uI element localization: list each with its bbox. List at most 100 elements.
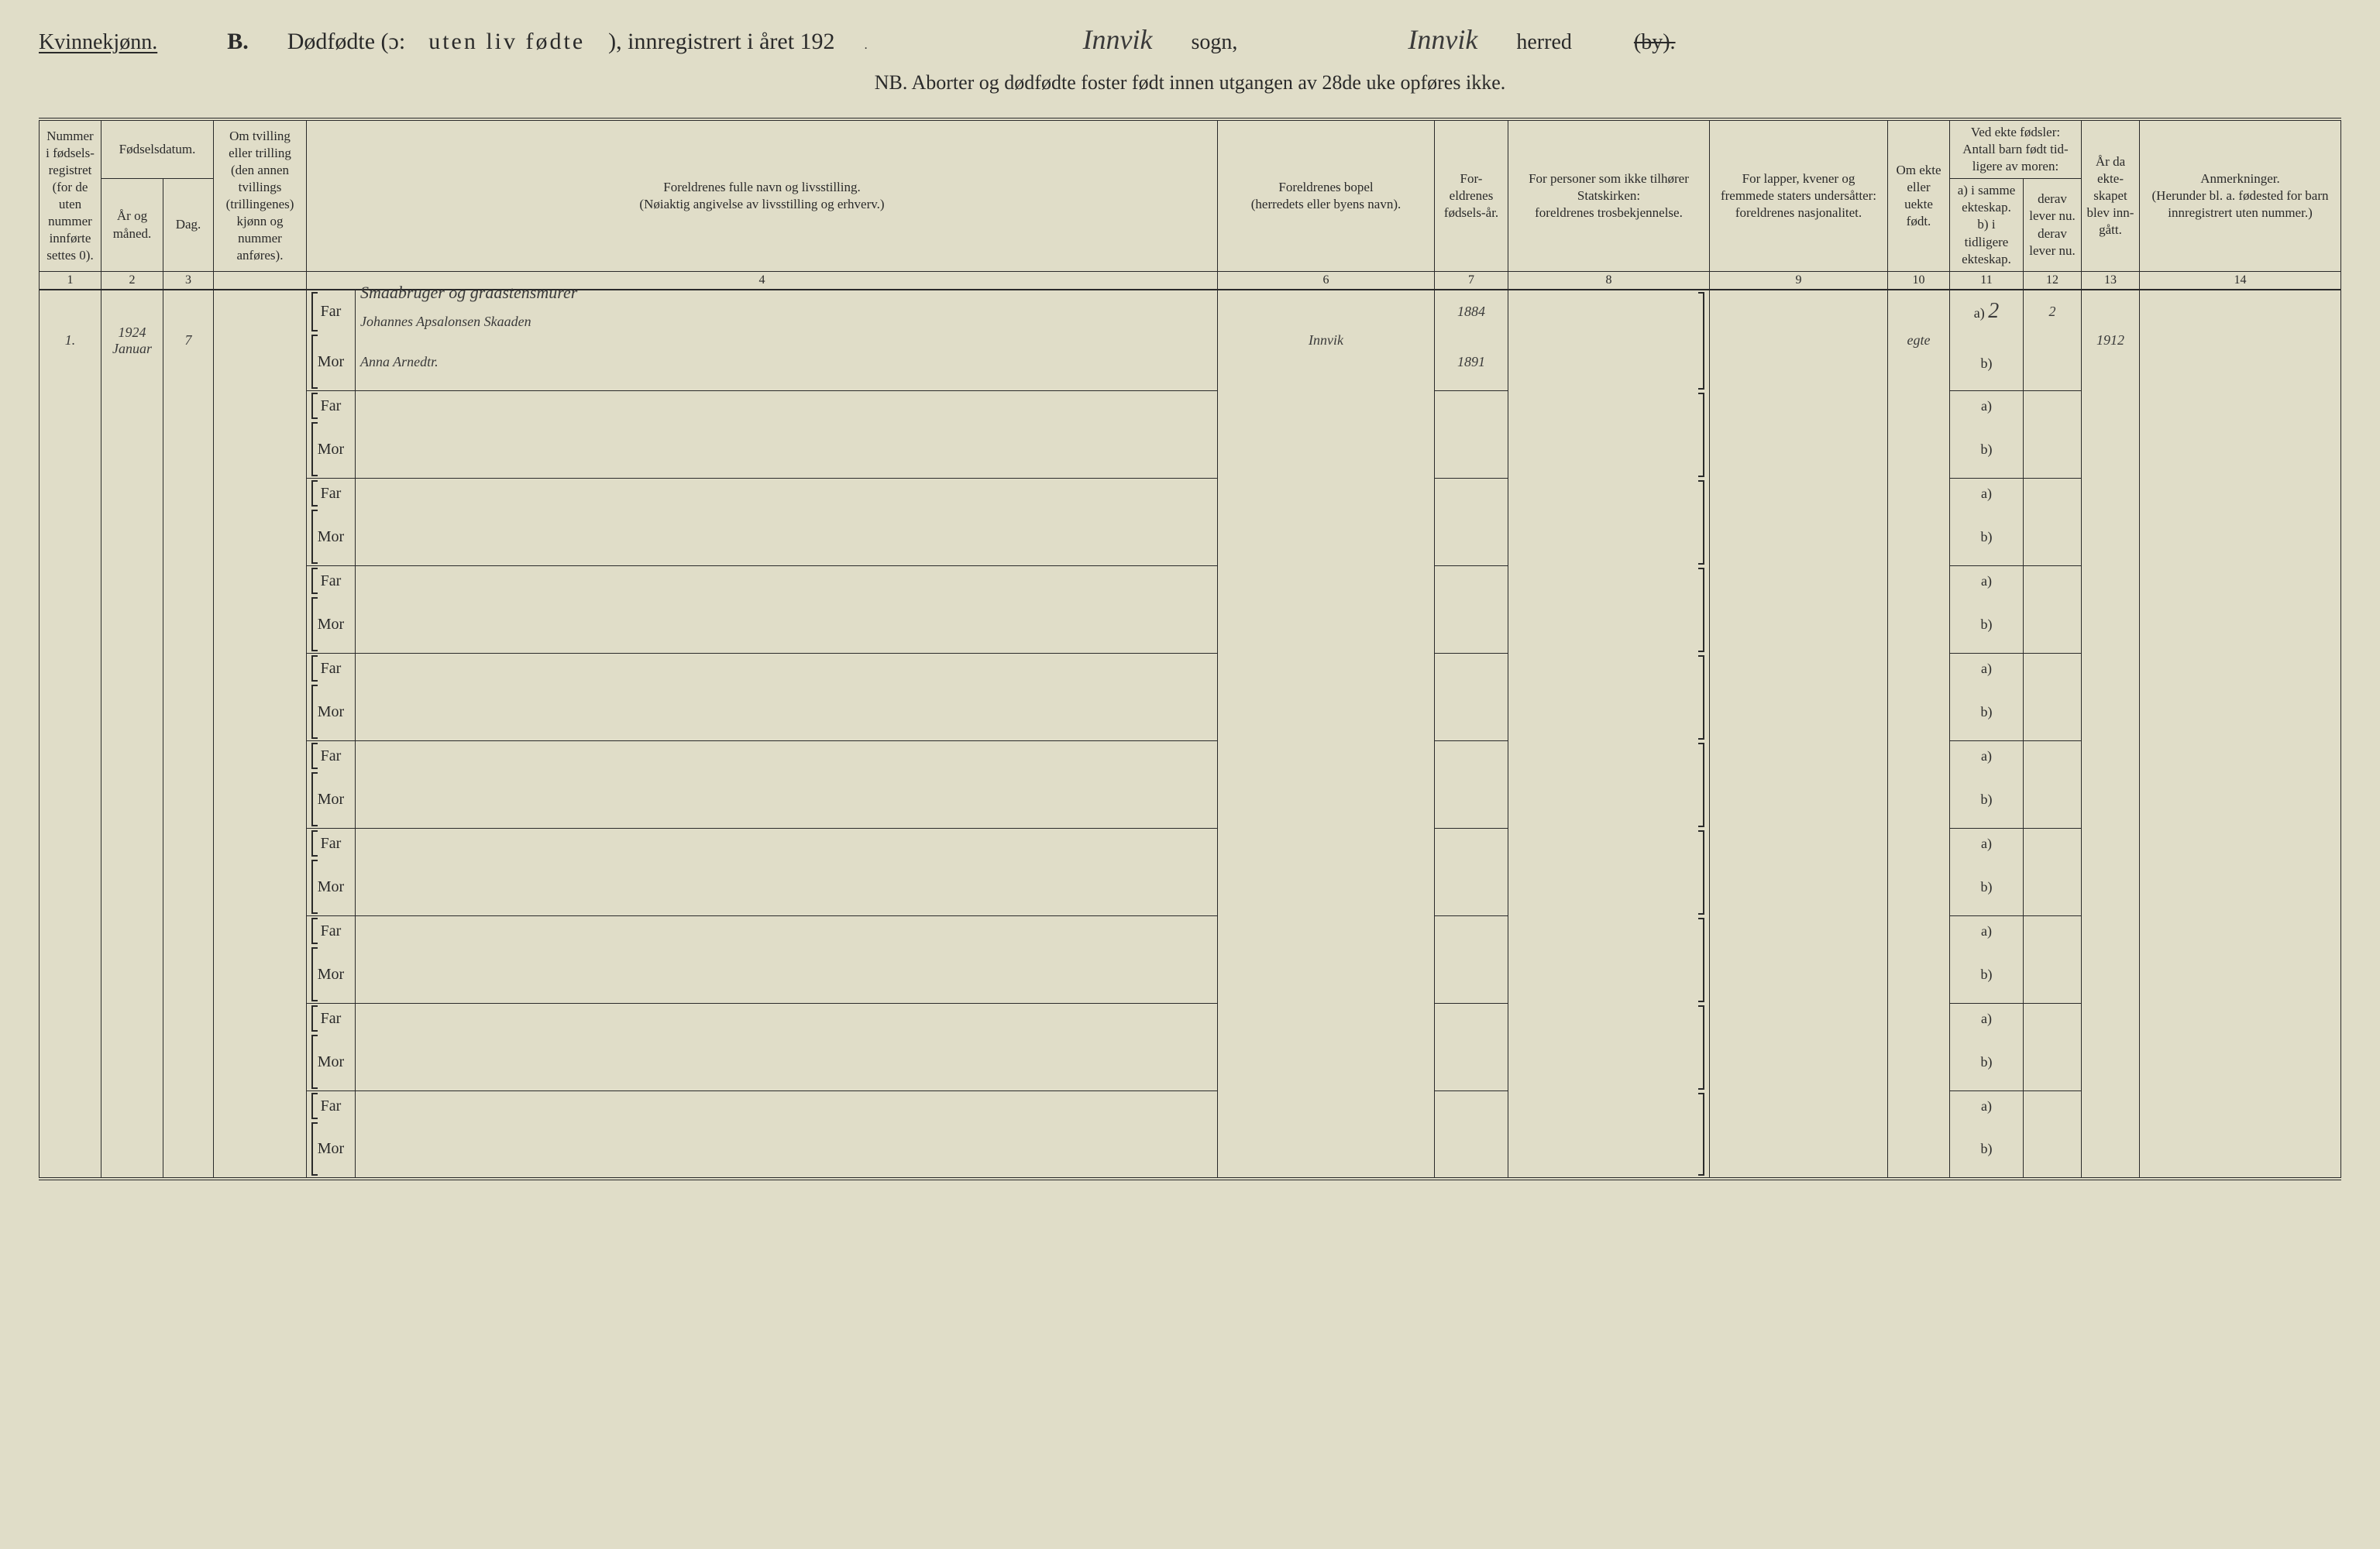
blank-bopel — [1218, 1091, 1435, 1179]
blank-twin — [214, 566, 307, 654]
entry-num: 1. — [40, 290, 101, 391]
blank-day — [163, 391, 214, 479]
blank-ym — [101, 391, 163, 479]
blank-far-name — [356, 916, 1218, 946]
blank-bopel — [1218, 654, 1435, 741]
colnum-3: 3 — [163, 271, 214, 290]
blank-remarks — [2140, 479, 2341, 566]
blank-a: a) — [1950, 741, 2024, 771]
blank-far-label: Far — [307, 741, 356, 771]
table-row-blank-mor: Mor b) — [40, 683, 2341, 741]
table-row-blank-mor: Mor b) — [40, 858, 2341, 916]
title-emphasis: uten liv fødte — [428, 29, 585, 55]
colnum-10: 11 — [1950, 271, 2024, 290]
blank-ekte — [1888, 654, 1950, 741]
blank-ym — [101, 566, 163, 654]
blank-bopel — [1218, 829, 1435, 916]
blank-ekte — [1888, 916, 1950, 1004]
blank-ym — [101, 1004, 163, 1091]
entry-bopel: Innvik — [1218, 290, 1435, 391]
blank-far-year — [1435, 1004, 1508, 1033]
blank-mor-name — [356, 858, 1218, 916]
blank-twin — [214, 391, 307, 479]
blank-twin — [214, 479, 307, 566]
col-header-2-top: Fødselsdatum. — [101, 119, 214, 179]
col5-main: Foreldrenes bopel — [1223, 179, 1429, 196]
blank-twin — [214, 1091, 307, 1179]
entry-day: 7 — [163, 290, 214, 391]
section-b: B. — [227, 29, 249, 55]
blank-b-lever — [2024, 508, 2082, 566]
blank-tros — [1508, 1091, 1710, 1179]
blank-mor-label: Mor — [307, 596, 356, 654]
blank-num — [40, 391, 101, 479]
blank-num — [40, 566, 101, 654]
blank-mor-label: Mor — [307, 1033, 356, 1091]
blank-mor-year — [1435, 508, 1508, 566]
col-header-5: Foreldrenes bopel (herredets eller byens… — [1218, 119, 1435, 271]
blank-twin — [214, 654, 307, 741]
table-row-far: 1. 1924Januar 7 Far Smaabruger og graast… — [40, 290, 2341, 333]
blank-tros — [1508, 479, 1710, 566]
blank-day — [163, 1004, 214, 1091]
colnum-7: 8 — [1508, 271, 1710, 290]
blank-bopel — [1218, 1004, 1435, 1091]
blank-tros — [1508, 391, 1710, 479]
blank-a: a) — [1950, 654, 2024, 683]
blank-marriage — [2082, 654, 2140, 741]
blank-nasj — [1710, 916, 1888, 1004]
blank-far-name — [356, 1004, 1218, 1033]
blank-bopel — [1218, 479, 1435, 566]
blank-day — [163, 741, 214, 829]
blank-marriage — [2082, 1091, 2140, 1179]
far-label-cell: Far — [307, 290, 356, 333]
table-row-blank-mor: Mor b) — [40, 596, 2341, 654]
col5-sub: (herredets eller byens navn). — [1223, 196, 1429, 213]
blank-far-year — [1435, 1091, 1508, 1121]
blank-ym — [101, 1091, 163, 1179]
blank-a: a) — [1950, 829, 2024, 858]
blank-ekte — [1888, 829, 1950, 916]
blank-far-label: Far — [307, 916, 356, 946]
blank-b-lever — [2024, 946, 2082, 1004]
col4-main: Foreldrenes fulle navn og livsstilling. — [311, 179, 1212, 196]
blank-a-lever — [2024, 1004, 2082, 1033]
blank-mor-name — [356, 508, 1218, 566]
blank-far-name — [356, 654, 1218, 683]
gender-label: Kvinnekjønn. — [39, 30, 157, 55]
blank-a-lever — [2024, 741, 2082, 771]
col-header-12: Anmerkninger. (Herunder bl. a. fødested … — [2140, 119, 2341, 271]
table-row-blank-far: Far a) — [40, 1004, 2341, 1033]
table-row-blank-mor: Mor b) — [40, 771, 2341, 829]
col-header-2b: Dag. — [163, 179, 214, 271]
blank-far-year — [1435, 916, 1508, 946]
table-row-blank-far: Far a) — [40, 391, 2341, 421]
blank-num — [40, 1004, 101, 1091]
blank-marriage — [2082, 566, 2140, 654]
table-header: Nummer i fødsels-registret (for de uten … — [40, 119, 2341, 290]
col-header-1: Nummer i fødsels-registret (for de uten … — [40, 119, 101, 271]
blank-ym — [101, 741, 163, 829]
sogn-group: Innvik sogn, — [1083, 23, 1261, 56]
blank-twin — [214, 916, 307, 1004]
col-header-8: For lapper, kvener og fremmede staters u… — [1710, 119, 1888, 271]
blank-far-year — [1435, 741, 1508, 771]
col-header-2a: År og måned. — [101, 179, 163, 271]
blank-remarks — [2140, 741, 2341, 829]
table-row-blank-far: Far a) — [40, 916, 2341, 946]
blank-marriage — [2082, 479, 2140, 566]
colnum-11: 12 — [2024, 271, 2082, 290]
col8-main: For lapper, kvener og fremmede staters u… — [1714, 170, 1883, 204]
herred-label: herred — [1516, 30, 1572, 55]
col-header-10b: derav lever nu. derav lever nu. — [2024, 179, 2082, 271]
blank-far-name — [356, 741, 1218, 771]
table-row-mor: Mor Anna Arnedtr. 1891 b) — [40, 333, 2341, 391]
header-line-1: Kvinnekjønn. B. Dødfødte (ɔ: uten liv fø… — [39, 23, 2341, 56]
far-name: Smaabruger og graastensmurerJohannes Aps… — [356, 290, 1218, 333]
blank-nasj — [1710, 741, 1888, 829]
nb-note: NB. Aborter og dødfødte foster født inne… — [39, 71, 2341, 94]
blank-mor-name — [356, 946, 1218, 1004]
blank-nasj — [1710, 479, 1888, 566]
blank-marriage — [2082, 829, 2140, 916]
blank-day — [163, 829, 214, 916]
